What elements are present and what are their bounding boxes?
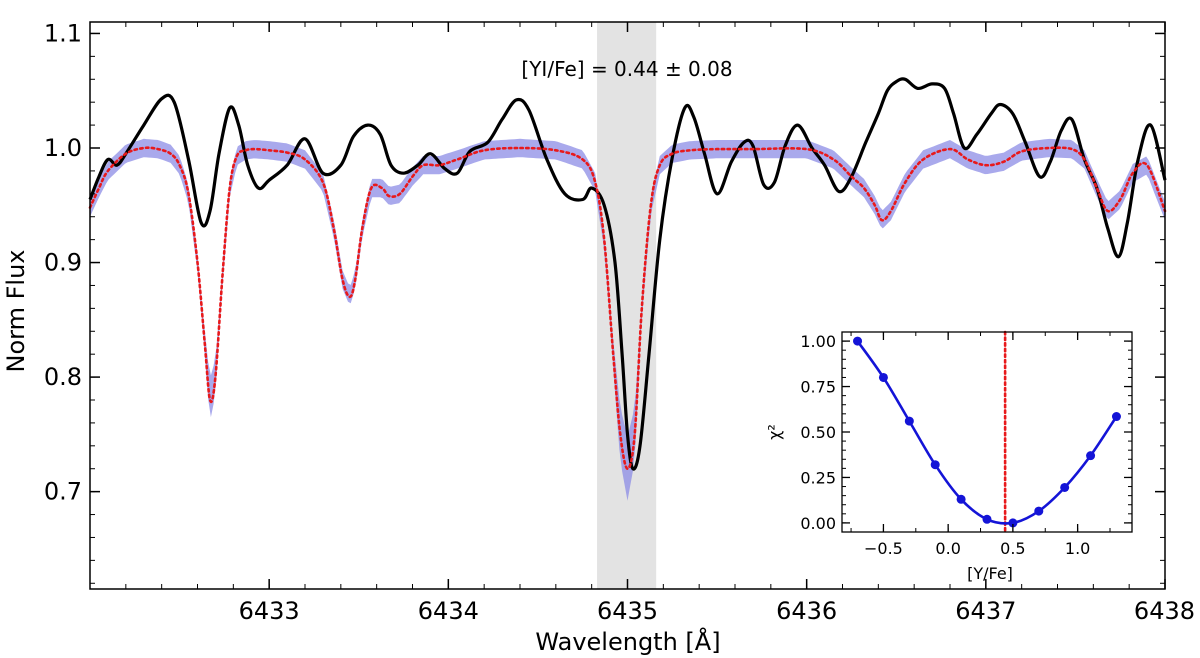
chi2-point (930, 460, 940, 470)
inset-x-tick-label: −0.5 (864, 539, 903, 558)
inset-x-tick-label: 1.0 (1065, 539, 1090, 558)
chi2-point (904, 416, 914, 426)
abundance-annotation: [YI/Fe] = 0.44 ± 0.08 (521, 57, 732, 81)
chi2-point (1086, 451, 1096, 461)
main-axes: 6433 6434 6435 6436 6437 6438 0.7 0.8 0.9 1.0 1.1 (44, 19, 1195, 625)
highlight-region (597, 22, 657, 589)
inset-y-tick-label: 0.00 (800, 514, 836, 533)
chi2-point (982, 514, 992, 524)
x-tick-label: 6433 (239, 597, 300, 625)
chi2-point (1111, 412, 1121, 422)
spectrum-lines (88, 77, 1167, 471)
chi2-point (956, 494, 966, 504)
inset-x-tick-label: 0.5 (1000, 539, 1025, 558)
inset-y-tick-label: 0.25 (800, 468, 836, 487)
best-fit-synthesis-line (88, 146, 1167, 471)
x-tick-label: 6437 (955, 597, 1016, 625)
x-axis-label: Wavelength [Å] (535, 627, 720, 656)
y-tick-label: 0.8 (44, 363, 82, 391)
y-tick-label: 0.9 (44, 249, 82, 277)
y-tick-label: 1.0 (44, 134, 82, 162)
inset-y-tick-label: 0.50 (800, 423, 836, 442)
inset-x-label: [Y/Fe] (967, 564, 1013, 583)
chi2-point (1060, 482, 1070, 492)
inset-lines (853, 330, 1121, 534)
chi2-point (1034, 506, 1044, 516)
x-tick-label: 6435 (597, 597, 658, 625)
inset-y-tick-label: 1.00 (800, 332, 836, 351)
y-tick-label: 0.7 (44, 478, 82, 506)
inset-y-label: χ² (765, 424, 784, 440)
chi2-point (853, 336, 863, 346)
chi2-point (1008, 518, 1018, 528)
inset-y-tick-label: 0.75 (800, 378, 836, 397)
inset-axes: −0.5 0.0 0.5 1.0 0.00 0.25 0.50 0.75 1.00 (800, 331, 1133, 558)
line-core-region (597, 22, 657, 589)
inset-x-tick-label: 0.0 (935, 539, 960, 558)
chi2-point (878, 372, 888, 382)
x-tick-label: 6436 (776, 597, 837, 625)
y-tick-label: 1.1 (44, 19, 82, 47)
x-tick-label: 6434 (418, 597, 479, 625)
inset-background (762, 326, 1150, 506)
x-tick-label: 6438 (1134, 597, 1195, 625)
y-axis-label: Norm Flux (2, 250, 30, 373)
observed-spectrum-line (88, 77, 1167, 471)
